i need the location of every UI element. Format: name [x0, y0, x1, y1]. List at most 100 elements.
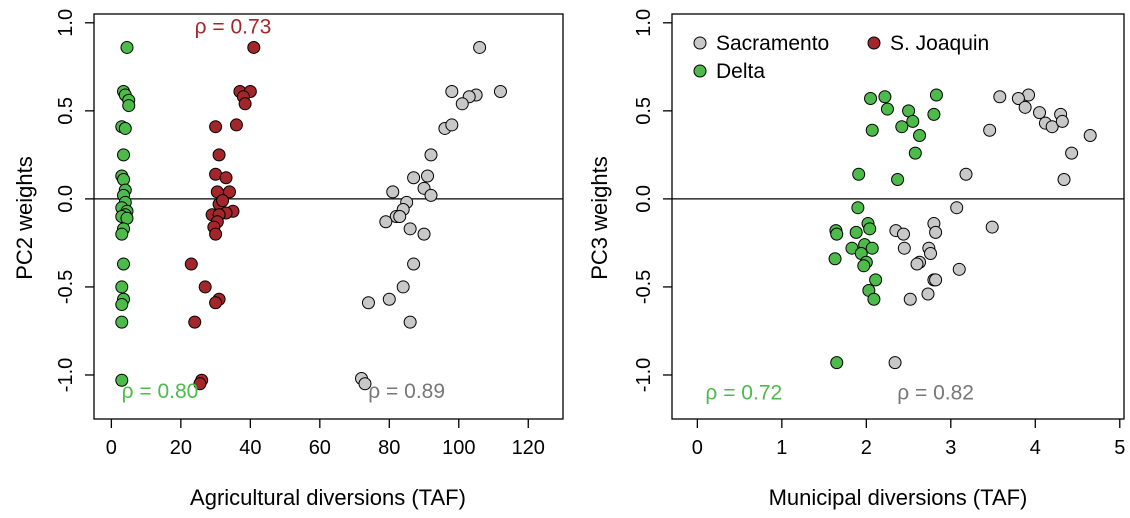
left-point-sacramento [445, 84, 459, 98]
left-x-tick-label: 20 [170, 437, 192, 459]
left-y-axis-label: PC2 weights [12, 156, 37, 280]
right-point-delta [863, 222, 877, 236]
right-annotations: ρ = 0.72 ρ = 0.82 [705, 382, 974, 405]
legend-entry-delta: Delta [716, 60, 765, 83]
right-x-tick-label: 2 [861, 437, 872, 459]
left-point-sacramento [403, 315, 417, 329]
right-point-sacramento [1055, 114, 1069, 128]
left-point-s-joaquin [184, 257, 198, 271]
left-point-sacramento [455, 97, 469, 111]
right-point-sacramento [888, 356, 902, 370]
left-point-sacramento [407, 257, 421, 271]
left-y-axis-ticks: -1.0 -0.5 0.0 0.5 1.0 [55, 9, 94, 392]
left-y-tick-label: 0.0 [55, 185, 77, 213]
left-point-delta [117, 148, 131, 162]
left-point-sacramento [407, 171, 421, 185]
left-x-axis-label: Agricultural diversions (TAF) [190, 485, 466, 510]
right-point-delta [865, 241, 879, 255]
right-point-sacramento [983, 123, 997, 137]
left-point-sacramento [403, 222, 417, 236]
right-x-axis-label: Municipal diversions (TAF) [769, 485, 1028, 510]
legend-marker-delta [693, 64, 707, 78]
right-point-delta [908, 146, 922, 160]
legend-entry-s-joaquin: S. Joaquin [890, 32, 989, 55]
left-point-s-joaquin [219, 171, 233, 185]
right-x-axis-ticks: 0 1 2 3 4 5 [692, 419, 1125, 459]
left-point-sacramento [379, 215, 393, 229]
left-x-tick-label: 120 [512, 437, 545, 459]
right-point-delta [830, 356, 844, 370]
legend-entry-sacramento: Sacramento [716, 32, 829, 55]
left-rho-annotation-s-joaquin: ρ = 0.73 [195, 15, 272, 38]
left-x-tick-label: 0 [106, 437, 117, 459]
left-point-sacramento [417, 227, 431, 241]
right-point-sacramento [1057, 173, 1071, 187]
right-point-sacramento [921, 287, 935, 301]
right-y-tick-label: 0.5 [633, 97, 655, 125]
left-point-s-joaquin [216, 194, 230, 208]
right-data-points [828, 88, 1097, 370]
right-scatter-panel: 0 1 2 3 4 5 -1.0 -0.5 0.0 0.5 1.0 ρ = 0.72 ρ = 0.8… [587, 9, 1125, 510]
right-point-delta [867, 292, 881, 306]
right-plot-frame [671, 13, 1125, 420]
right-point-delta [929, 88, 943, 102]
right-x-tick-label: 3 [945, 437, 956, 459]
right-y-tick-label: -0.5 [633, 270, 655, 304]
left-point-s-joaquin [209, 120, 223, 134]
right-y-tick-label: -1.0 [633, 358, 655, 392]
right-point-sacramento [993, 90, 1007, 104]
left-point-s-joaquin [198, 280, 212, 294]
right-point-sacramento [952, 262, 966, 276]
right-point-sacramento [1033, 106, 1047, 120]
left-point-sacramento [473, 40, 487, 54]
right-point-delta [864, 92, 878, 106]
right-point-delta [851, 201, 865, 215]
left-point-sacramento [386, 185, 400, 199]
right-point-sacramento [903, 292, 917, 306]
right-x-tick-label: 1 [776, 437, 787, 459]
left-point-sacramento [393, 210, 407, 223]
left-x-tick-label: 80 [378, 437, 400, 459]
right-point-sacramento [1011, 92, 1025, 106]
left-x-tick-label: 100 [442, 437, 475, 459]
legend-marker-sacramento [693, 36, 707, 50]
right-point-sacramento [1045, 120, 1059, 134]
left-scatter-panel: 0 20 40 60 80 100 120 -1.0 -0.5 0.0 0.5 1.0 ρ = 0.… [12, 9, 564, 510]
left-data-points [115, 40, 507, 391]
left-point-delta [115, 315, 129, 329]
left-point-sacramento [445, 118, 459, 132]
left-x-tick-label: 60 [309, 437, 331, 459]
right-point-sacramento [950, 201, 964, 215]
left-point-delta [115, 298, 129, 312]
right-point-sacramento [924, 246, 938, 260]
left-point-s-joaquin [209, 227, 223, 241]
legend-marker-s-joaquin [867, 36, 881, 50]
left-rho-annotation-delta: ρ = 0.80 [122, 380, 199, 403]
right-point-delta [869, 273, 883, 287]
left-point-delta [115, 280, 129, 294]
right-point-sacramento [1065, 146, 1079, 160]
right-point-delta [852, 167, 866, 181]
left-y-tick-label: -0.5 [55, 270, 77, 304]
left-point-delta [120, 40, 134, 54]
left-x-tick-label: 40 [239, 437, 261, 459]
right-point-delta [878, 90, 892, 104]
left-point-delta [117, 173, 131, 187]
right-x-tick-label: 0 [692, 437, 703, 459]
left-point-delta [122, 99, 136, 113]
right-point-sacramento [897, 241, 911, 255]
right-point-delta [880, 102, 894, 116]
right-point-sacramento [896, 227, 910, 241]
left-point-delta [115, 373, 129, 387]
right-point-sacramento [929, 273, 943, 287]
left-point-sacramento [361, 296, 375, 310]
left-x-axis-ticks: 0 20 40 60 80 100 120 [106, 419, 545, 459]
right-point-sacramento [959, 167, 973, 181]
left-point-sacramento [421, 169, 435, 183]
left-point-s-joaquin [212, 148, 226, 162]
right-point-delta [891, 173, 905, 187]
right-point-delta [857, 259, 871, 273]
right-point-delta [828, 252, 842, 266]
left-point-delta [115, 227, 129, 241]
